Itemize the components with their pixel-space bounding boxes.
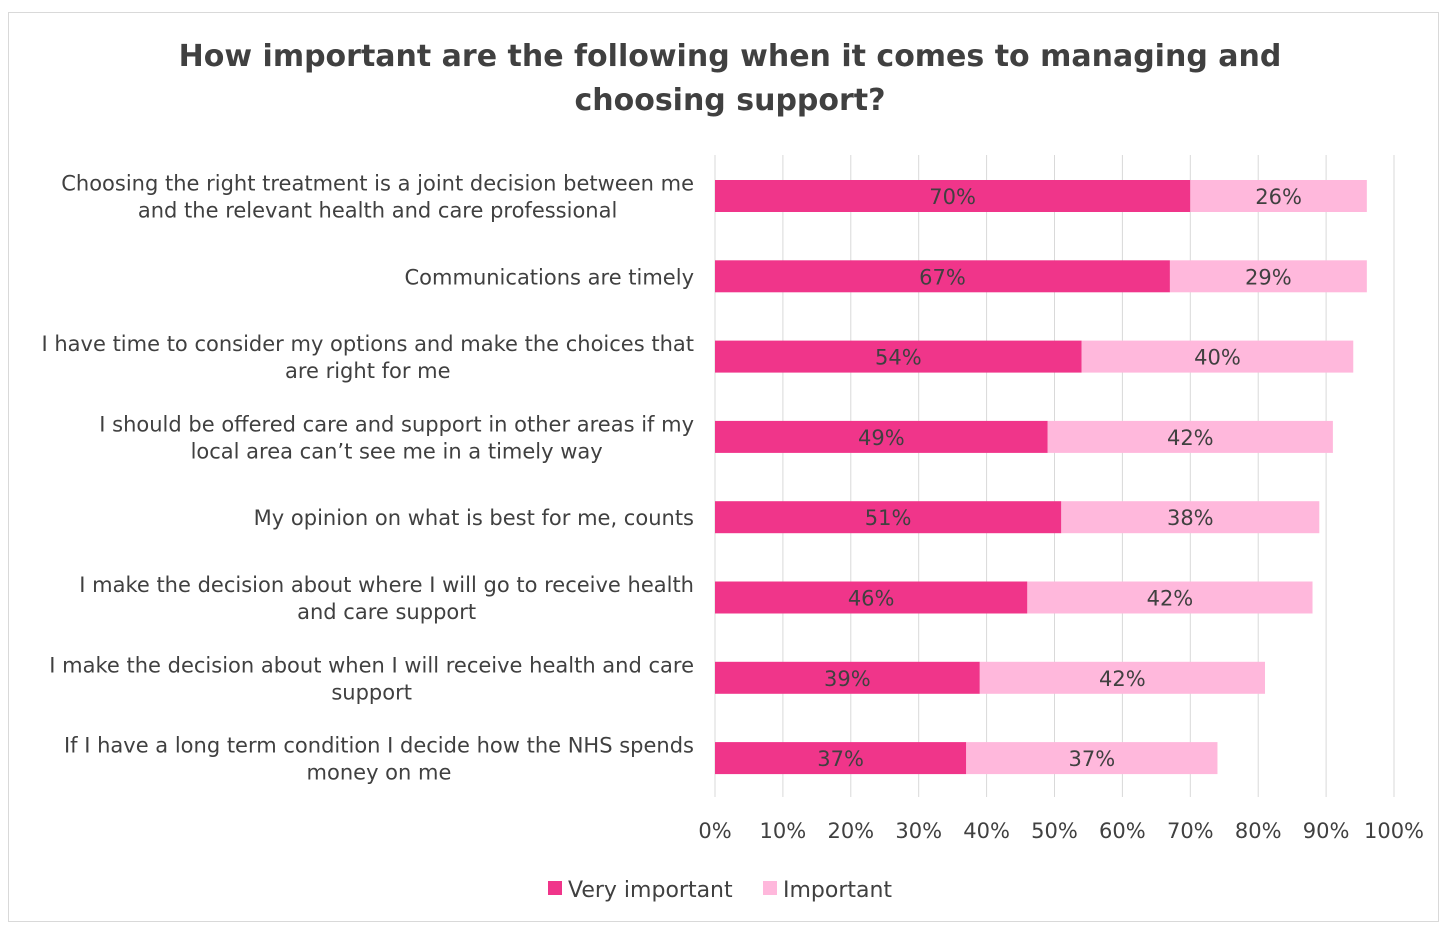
category-label: local area can’t see me in a timely way xyxy=(191,439,603,463)
data-label: 49% xyxy=(858,426,905,450)
x-tick-label: 30% xyxy=(895,819,942,843)
bar-important xyxy=(1061,501,1320,534)
bar-very-important xyxy=(715,260,1170,293)
category-label: money on me xyxy=(307,761,452,785)
x-tick-label: 90% xyxy=(1303,819,1350,843)
bar-very-important xyxy=(715,742,967,775)
data-label: 70% xyxy=(929,185,976,209)
x-tick-label: 50% xyxy=(1031,819,1078,843)
x-tick-label: 0% xyxy=(698,819,731,843)
bar-important xyxy=(1190,180,1367,212)
bar-very-important xyxy=(715,581,1028,614)
category-label: If I have a long term condition I decide… xyxy=(64,734,694,758)
category-label: I make the decision about when I will re… xyxy=(49,653,694,677)
legend-label: Important xyxy=(783,878,892,903)
bar-important xyxy=(966,742,1218,775)
bar-important xyxy=(979,661,1265,694)
x-tick-label: 60% xyxy=(1099,819,1146,843)
category-label: and the relevant health and care profess… xyxy=(138,199,617,223)
category-label: Choosing the right treatment is a joint … xyxy=(61,172,694,196)
category-labels: Choosing the right treatment is a joint … xyxy=(42,172,695,785)
data-label: 38% xyxy=(1167,506,1214,530)
x-tick-label: 80% xyxy=(1235,819,1282,843)
data-label: 37% xyxy=(817,747,864,771)
bar-very-important xyxy=(715,501,1062,534)
data-label: 29% xyxy=(1245,265,1292,289)
category-label: I should be offered care and support in … xyxy=(99,412,694,436)
legend-label: Very important xyxy=(568,878,733,903)
category-label: support xyxy=(331,680,412,704)
x-axis-tick-labels: 0% 10% 20% 30% 40% 50% 60% 70% 80% 90% 100% xyxy=(698,819,1424,843)
data-label: 54% xyxy=(875,346,922,370)
bar-important xyxy=(1081,340,1354,373)
chart-title-line: choosing support? xyxy=(574,83,885,118)
bar-important xyxy=(1169,260,1367,293)
x-tick-label: 10% xyxy=(760,819,807,843)
bar-important xyxy=(1047,420,1333,453)
bar-very-important xyxy=(715,340,1082,373)
gridlines xyxy=(714,155,1395,797)
x-tick-label: 40% xyxy=(963,819,1010,843)
category-label: I make the decision about where I will g… xyxy=(79,573,694,597)
legend-swatch xyxy=(548,881,562,895)
legend: Very important Important xyxy=(548,878,892,903)
data-label: 51% xyxy=(865,506,912,530)
chart-title-line: How important are the following when it … xyxy=(179,39,1282,74)
data-label: 42% xyxy=(1147,587,1194,611)
data-label: 67% xyxy=(919,265,966,289)
data-label: 39% xyxy=(824,667,871,691)
bar-very-important xyxy=(715,661,980,694)
data-label: 46% xyxy=(848,587,895,611)
legend-swatch xyxy=(762,881,777,895)
bar-very-important xyxy=(715,180,1191,212)
x-tick-label: 70% xyxy=(1167,819,1214,843)
x-tick-label: 20% xyxy=(827,819,874,843)
bar-important xyxy=(1027,581,1313,614)
x-tick-label: 100% xyxy=(1364,819,1424,843)
category-label: Communications are timely xyxy=(405,265,694,289)
data-label: 26% xyxy=(1255,185,1302,209)
data-label: 42% xyxy=(1167,426,1214,450)
data-label: 37% xyxy=(1069,747,1116,771)
category-label: and care support xyxy=(297,600,476,624)
category-label: My opinion on what is best for me, count… xyxy=(254,506,694,530)
category-label: I have time to consider my options and m… xyxy=(42,332,695,356)
category-label: are right for me xyxy=(285,359,451,383)
data-label: 42% xyxy=(1099,667,1146,691)
chart-title: How important are the following when it … xyxy=(179,39,1282,118)
data-label: 40% xyxy=(1194,346,1241,370)
bars: 70% 26% 67% 29% 54% 40% 49% 42% 51% 38% 46% 42% 39% 4… xyxy=(715,180,1367,775)
bar-very-important xyxy=(715,420,1048,453)
